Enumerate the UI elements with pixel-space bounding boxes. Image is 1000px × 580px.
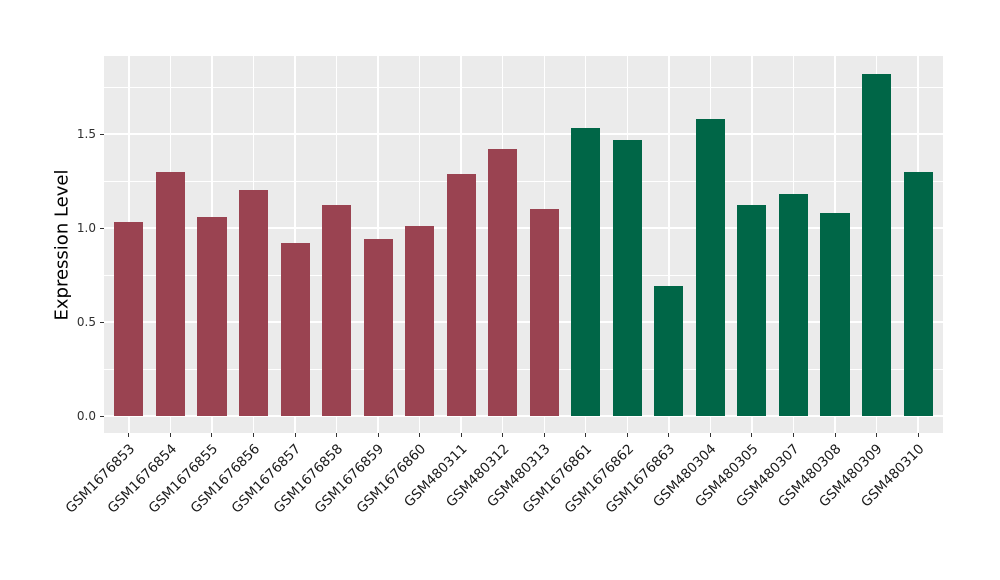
gridline-major bbox=[104, 227, 943, 229]
x-tick bbox=[460, 433, 462, 437]
bar-GSM1676859 bbox=[363, 239, 393, 417]
gridline-major bbox=[104, 415, 943, 417]
gridline-minor bbox=[104, 180, 943, 182]
x-tick bbox=[792, 433, 794, 437]
gridline-major bbox=[104, 321, 943, 323]
y-tick-label: 1.5 bbox=[76, 126, 96, 141]
gridline-major bbox=[104, 133, 943, 135]
bar-GSM1676855 bbox=[197, 216, 227, 417]
bar-GSM480310 bbox=[903, 171, 933, 417]
bar-GSM480307 bbox=[778, 194, 808, 417]
y-tick-label: 0.0 bbox=[76, 408, 96, 423]
bar-GSM1676853 bbox=[114, 222, 144, 417]
bar-GSM1676860 bbox=[405, 226, 435, 417]
gridline-minor bbox=[104, 86, 943, 88]
x-tick bbox=[336, 433, 338, 437]
bar-GSM480308 bbox=[820, 213, 850, 417]
x-tick bbox=[834, 433, 836, 437]
plot-panel bbox=[104, 56, 943, 433]
bar-GSM480309 bbox=[862, 73, 892, 417]
x-tick bbox=[419, 433, 421, 437]
y-tick bbox=[100, 133, 104, 135]
x-tick bbox=[253, 433, 255, 437]
y-axis-title: Expression Level bbox=[51, 169, 73, 321]
bar-GSM1676854 bbox=[155, 171, 185, 417]
bar-GSM1676861 bbox=[571, 128, 601, 417]
bar-GSM1676856 bbox=[238, 190, 269, 417]
y-tick bbox=[100, 321, 104, 323]
bar-GSM480311 bbox=[446, 173, 476, 417]
gridline-vertical bbox=[668, 56, 670, 433]
y-tick bbox=[100, 227, 104, 229]
bar-GSM480305 bbox=[737, 205, 767, 417]
bar-GSM1676862 bbox=[612, 139, 642, 417]
y-tick bbox=[100, 415, 104, 417]
x-tick bbox=[709, 433, 711, 437]
x-tick bbox=[543, 433, 545, 437]
x-tick bbox=[876, 433, 878, 437]
x-tick bbox=[294, 433, 296, 437]
bar-GSM1676857 bbox=[280, 243, 310, 417]
x-tick bbox=[751, 433, 753, 437]
gridline-minor bbox=[104, 368, 943, 370]
bar-GSM480304 bbox=[695, 118, 725, 417]
x-tick bbox=[169, 433, 171, 437]
bar-GSM1676858 bbox=[322, 205, 352, 417]
x-tick bbox=[917, 433, 919, 437]
x-tick bbox=[211, 433, 213, 437]
bar-GSM480312 bbox=[488, 149, 518, 417]
y-tick-label: 0.5 bbox=[76, 314, 96, 329]
x-tick bbox=[626, 433, 628, 437]
gridline-minor bbox=[104, 274, 943, 276]
x-tick bbox=[585, 433, 587, 437]
x-tick bbox=[128, 433, 130, 437]
x-tick bbox=[502, 433, 504, 437]
x-tick bbox=[668, 433, 670, 437]
x-tick bbox=[377, 433, 379, 437]
bar-GSM480313 bbox=[529, 209, 559, 417]
bar-GSM1676863 bbox=[654, 286, 684, 417]
y-tick-label: 1.0 bbox=[76, 220, 96, 235]
